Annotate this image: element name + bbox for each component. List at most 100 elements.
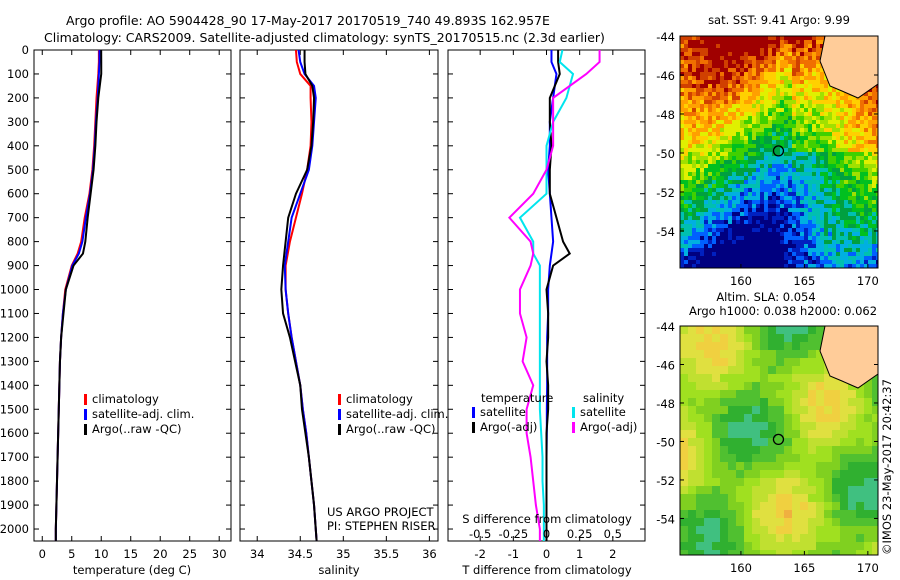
map-cell: [680, 168, 684, 172]
map-cell: [856, 172, 860, 176]
map-cell: [708, 80, 712, 84]
map-cell: [680, 96, 684, 100]
map-cell: [740, 156, 744, 160]
map-cell: [744, 72, 748, 76]
map-cell: [856, 422, 864, 430]
map-cell: [864, 438, 872, 446]
map-cell: [860, 196, 864, 200]
map-cell: [804, 112, 808, 116]
map-cell: [728, 252, 732, 256]
map-cell: [684, 244, 688, 248]
map-cell: [740, 124, 744, 128]
map-cell: [708, 176, 712, 180]
map-cell: [680, 430, 688, 438]
map-cell: [748, 176, 752, 180]
map-cell: [708, 164, 712, 168]
map-cell: [776, 342, 784, 350]
y-tick-label: 100: [7, 67, 29, 81]
map-cell: [688, 152, 692, 156]
map-cell: [788, 200, 792, 204]
map-cell: [832, 200, 836, 204]
map-cell: [764, 96, 768, 100]
map-cell: [688, 52, 692, 56]
map-cell: [712, 494, 720, 502]
map-cell: [708, 144, 712, 148]
map-cell: [748, 52, 752, 56]
legend-title-salinity: salinity: [583, 391, 624, 405]
map-cell: [724, 188, 728, 192]
y-tick-label: 1500: [0, 402, 29, 416]
map-cell: [704, 48, 708, 52]
map-cell: [852, 180, 856, 184]
map-cell: [796, 200, 800, 204]
map-cell: [768, 414, 776, 422]
map-cell: [816, 212, 820, 216]
map-cell: [832, 382, 840, 390]
map-cell: [764, 164, 768, 168]
map-cell: [732, 104, 736, 108]
map-cell: [820, 108, 824, 112]
map-cell: [752, 188, 756, 192]
map-cell: [784, 64, 788, 68]
map-cell: [688, 382, 696, 390]
map-cell: [688, 200, 692, 204]
map-cell: [820, 112, 824, 116]
map-cell: [688, 216, 692, 220]
map-cell: [748, 144, 752, 148]
map-cell: [756, 160, 760, 164]
x-tick-label: 15: [123, 547, 138, 561]
map-cell: [680, 260, 684, 264]
map-cell: [796, 144, 800, 148]
map-cell: [784, 148, 788, 152]
map-cell: [776, 518, 784, 526]
map-cell: [792, 188, 796, 192]
map-cell: [772, 192, 776, 196]
map-cell: [852, 160, 856, 164]
map-cell: [876, 160, 878, 164]
map-cell: [736, 208, 740, 212]
map-cell: [852, 216, 856, 220]
map-cell: [812, 56, 816, 60]
map-cell: [688, 366, 696, 374]
map-cell: [784, 188, 788, 192]
map-cell: [808, 542, 816, 550]
map-cell: [784, 116, 788, 120]
map-cell: [688, 128, 692, 132]
map-cell: [800, 264, 804, 268]
map-cell: [764, 196, 768, 200]
series-line-climatology: [54, 50, 100, 541]
map-cell: [696, 36, 700, 40]
map-cell: [760, 264, 764, 268]
map-cell: [868, 256, 872, 260]
map-cell: [700, 132, 704, 136]
map-cell: [680, 542, 688, 550]
map-cell: [832, 100, 836, 104]
map-cell: [844, 152, 848, 156]
map-cell: [868, 252, 872, 256]
map-cell: [860, 108, 864, 112]
map-cell: [780, 96, 784, 100]
map-cell: [752, 56, 756, 60]
map-cell: [816, 542, 824, 550]
map-cell: [692, 264, 696, 268]
map-cell: [796, 128, 800, 132]
map-cell: [768, 172, 772, 176]
map-cell: [680, 204, 684, 208]
map-cell: [820, 216, 824, 220]
map-cell: [832, 494, 840, 502]
map-cell: [776, 542, 784, 550]
map-cell: [848, 204, 852, 208]
map-cell: [756, 156, 760, 160]
map-cell: [796, 240, 800, 244]
map-cell: [764, 144, 768, 148]
map-cell: [696, 108, 700, 112]
map-cell: [852, 256, 856, 260]
map-cell: [800, 510, 808, 518]
map-cell: [824, 172, 828, 176]
map-cell: [828, 232, 832, 236]
map-cell: [688, 494, 696, 502]
map-cell: [680, 116, 684, 120]
map-cell: [792, 534, 800, 542]
map-cell: [780, 168, 784, 172]
map-cell: [776, 350, 784, 358]
